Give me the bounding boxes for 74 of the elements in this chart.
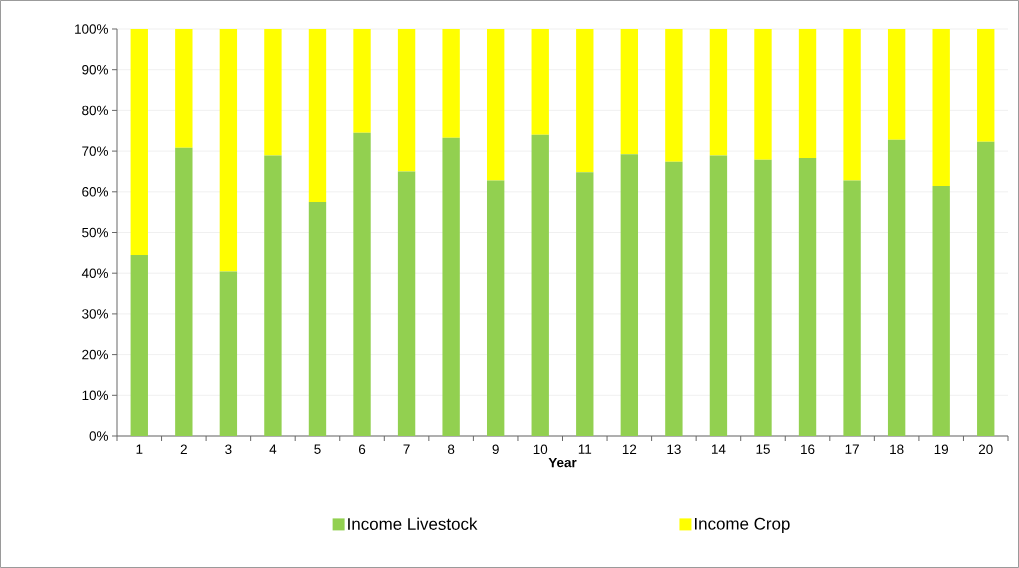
bar: [620, 29, 639, 155]
y-tick-label: 20%: [82, 349, 108, 360]
y-tick-label: 90%: [82, 64, 108, 75]
legend-label: Income Crop: [695, 517, 790, 534]
x-tick-label: 2: [180, 444, 187, 454]
bar: [798, 158, 817, 436]
bar: [442, 137, 460, 436]
y-tick-label: 0%: [89, 431, 108, 441]
x-tick-label: 6: [358, 444, 366, 455]
bar: [531, 134, 549, 436]
bar: [264, 155, 282, 436]
bar: [932, 186, 950, 436]
y-tick-label: 10%: [82, 390, 108, 401]
bar: [977, 29, 995, 142]
y-tick-label: 70%: [82, 146, 108, 156]
bar: [308, 201, 327, 436]
bar: [175, 147, 193, 436]
bar: [620, 154, 639, 436]
x-tick-label: 7: [403, 444, 410, 454]
x-tick-label: 15: [756, 444, 770, 454]
x-tick-label: 19: [934, 444, 949, 455]
bar: [665, 29, 683, 162]
bar: [219, 271, 238, 436]
bar: [843, 180, 861, 436]
x-tick-label: 4: [269, 444, 277, 454]
bar: [665, 161, 683, 436]
y-tick-label: 30%: [82, 309, 108, 319]
x-tick-label: 16: [801, 444, 815, 455]
x-tick-label: 8: [447, 444, 455, 455]
x-tick-label: 11: [578, 444, 592, 454]
bar: [397, 29, 416, 172]
x-tick-label: 5: [314, 444, 321, 454]
bar: [486, 29, 505, 181]
x-tick-label: 17: [845, 444, 859, 454]
bar: [442, 29, 460, 138]
bar: [754, 29, 772, 160]
bar: [709, 29, 728, 156]
bar: [932, 29, 950, 187]
bar: [887, 139, 906, 436]
bar: [576, 172, 594, 436]
x-tick-label: 1: [136, 444, 143, 454]
y-tick-label: 80%: [82, 105, 108, 116]
x-tick-label: 20: [978, 444, 993, 455]
bar: [977, 141, 995, 436]
x-tick-label: 9: [492, 444, 499, 455]
x-tick-label: 3: [225, 444, 232, 455]
bar: [264, 29, 282, 156]
x-tick-label: 14: [711, 444, 726, 454]
y-tick-label: 100%: [75, 24, 108, 34]
bar: [353, 132, 371, 436]
x-tick-label: 13: [667, 444, 681, 455]
bar: [308, 29, 327, 202]
bar: [754, 159, 772, 436]
x-tick-label: 18: [890, 444, 904, 455]
bar: [843, 29, 861, 181]
legend-label: Income Livestock: [348, 517, 478, 530]
x-tick-label: 10: [533, 444, 548, 455]
x-tick-label: 12: [622, 444, 637, 454]
bar: [130, 29, 148, 255]
bar: [219, 29, 238, 272]
bar: [486, 180, 505, 436]
bar: [576, 29, 594, 173]
bar: [130, 254, 148, 436]
bar: [353, 29, 371, 133]
y-tick-label: 40%: [81, 268, 108, 278]
bar: [798, 29, 817, 159]
x-axis-title: Year: [548, 457, 577, 468]
bar: [531, 29, 549, 135]
y-tick-label: 50%: [82, 227, 108, 238]
y-tick-label: 60%: [82, 187, 108, 197]
bar: [175, 29, 193, 148]
bar: [887, 29, 906, 140]
bar: [397, 171, 416, 436]
bar: [709, 155, 728, 436]
